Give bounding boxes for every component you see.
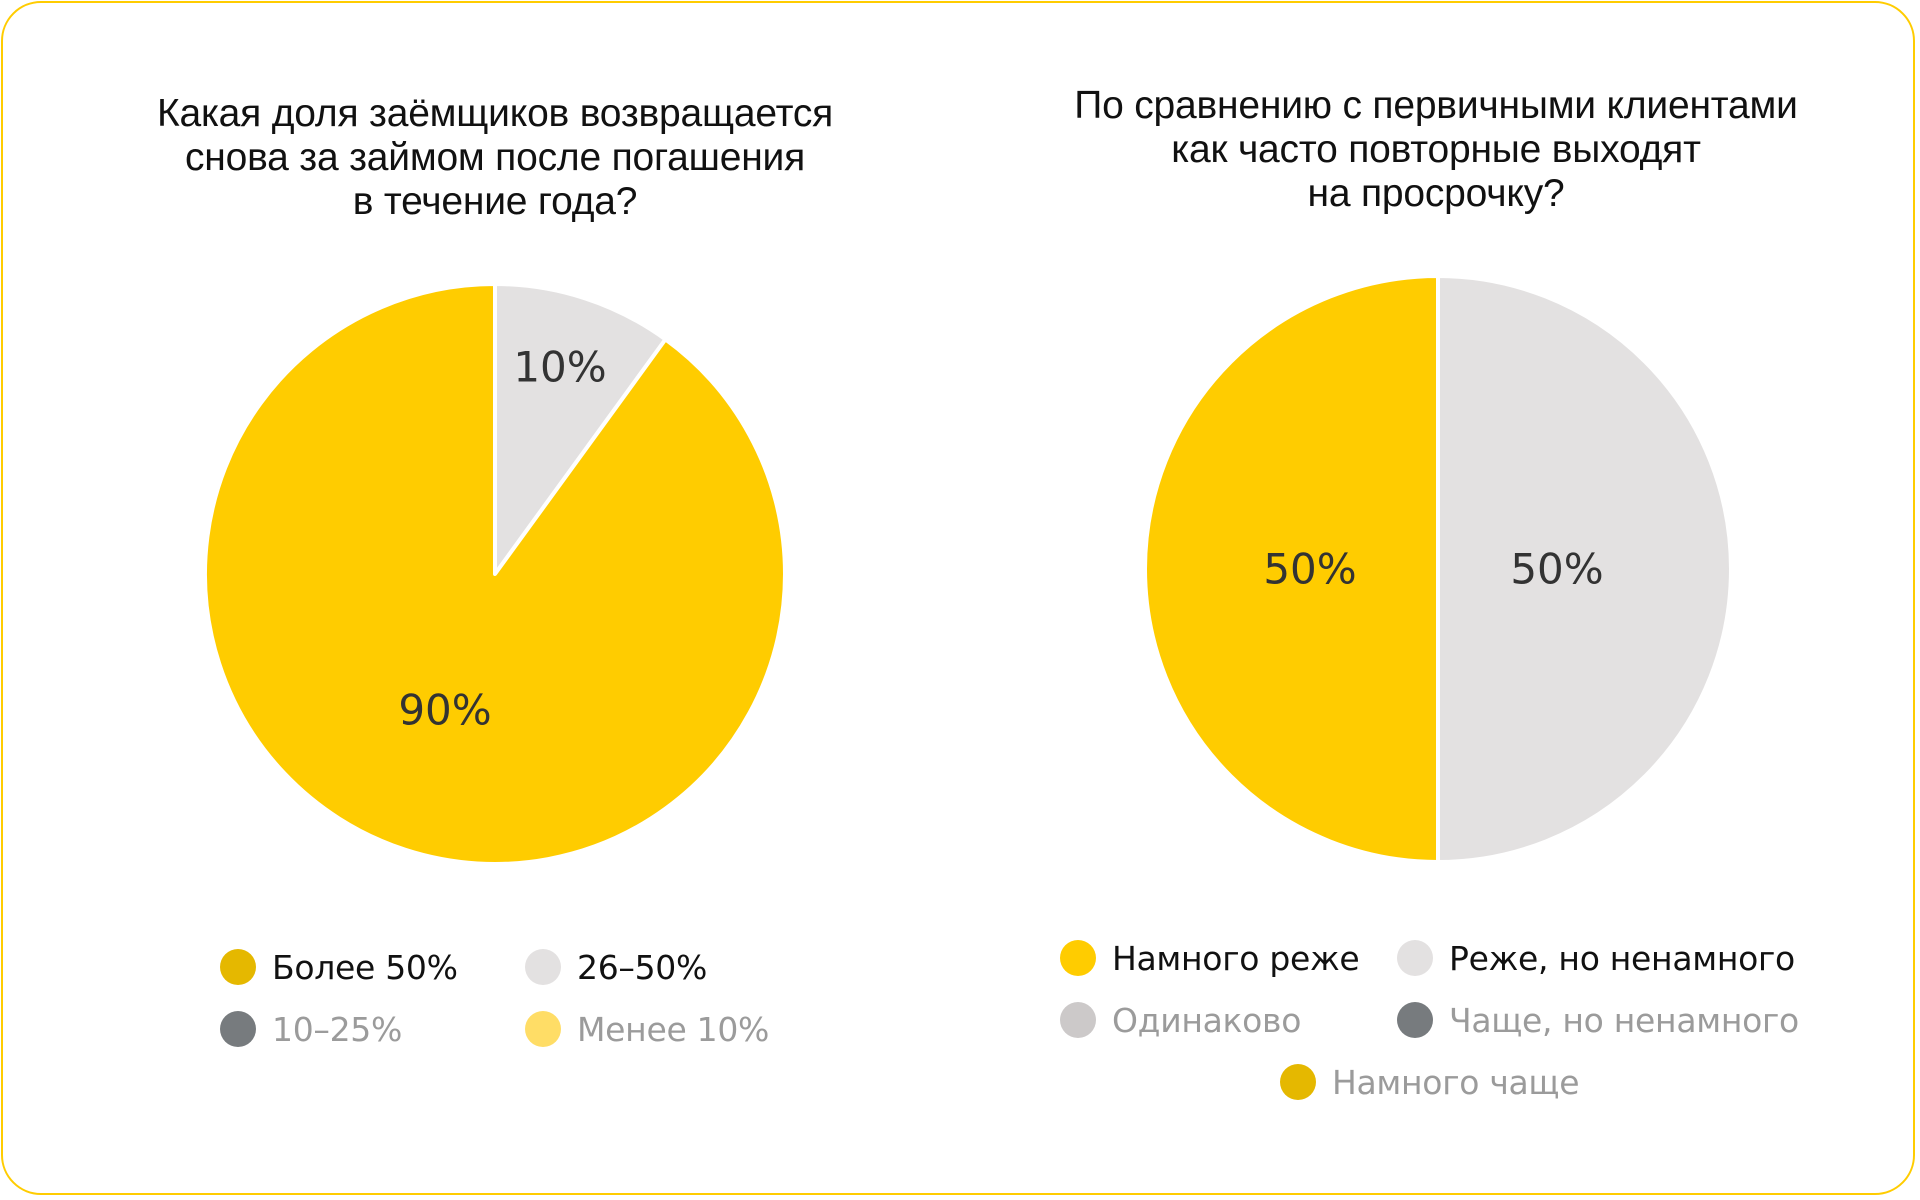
title-line: По сравнению с первичными клиентами [1074, 84, 1798, 127]
legend-label: 26–50% [577, 947, 708, 987]
legend-dot-icon [1397, 1002, 1433, 1038]
legend-item-much-more[interactable]: Намного чаще [1280, 1062, 1580, 1102]
slice-label-right-a: 50% [1263, 545, 1356, 594]
legend-item-more-slightly[interactable]: Чаще, но ненамного [1397, 1000, 1799, 1040]
title-line: на просрочку? [1307, 172, 1565, 215]
legend-dot-icon [1060, 940, 1096, 976]
chart-title-right: По сравнению с первичными клиентами как … [1036, 84, 1836, 216]
legend-item-same[interactable]: Одинаково [1060, 1000, 1301, 1040]
legend-label: Менее 10% [577, 1009, 770, 1049]
title-line: снова за займом после погашения [184, 136, 806, 179]
legend-label: Одинаково [1112, 1000, 1302, 1040]
title-line: Какая доля заёмщиков возвращается [156, 92, 834, 135]
legend-item-less-slightly[interactable]: Реже, но ненамного [1397, 938, 1795, 978]
legend-dot-icon [1397, 940, 1433, 976]
title-line: в течение года? [352, 180, 638, 223]
slice-label-left-90: 90% [398, 686, 491, 735]
title-line: как часто повторные выходят [1171, 128, 1701, 171]
legend-dot-icon [220, 949, 256, 985]
pie-chart-left [203, 282, 787, 866]
legend-dot-icon [1280, 1064, 1316, 1100]
slice-label-right-b: 50% [1510, 545, 1603, 594]
legend-item-10-25[interactable]: 10–25% [220, 1009, 402, 1049]
slice-label-left-10: 10% [513, 343, 606, 392]
legend-item-26-50[interactable]: 26–50% [525, 947, 707, 987]
legend-label: Чаще, но ненамного [1449, 1000, 1799, 1040]
pie-slice[interactable] [1143, 274, 1440, 864]
legend-label: Намного реже [1112, 938, 1360, 978]
legend-item-more-50[interactable]: Более 50% [220, 947, 458, 987]
pie-chart-right [1143, 274, 1733, 864]
legend-dot-icon [525, 1011, 561, 1047]
legend-label: 10–25% [272, 1009, 403, 1049]
pie-slice[interactable] [1436, 274, 1733, 864]
pie-slice[interactable] [203, 282, 787, 866]
legend-label: Более 50% [272, 947, 458, 987]
legend-dot-icon [1060, 1002, 1096, 1038]
legend-item-less-10[interactable]: Менее 10% [525, 1009, 769, 1049]
legend-label: Намного чаще [1332, 1062, 1580, 1102]
legend-dot-icon [525, 949, 561, 985]
legend-dot-icon [220, 1011, 256, 1047]
legend-label: Реже, но ненамного [1449, 938, 1795, 978]
pie-slice[interactable] [493, 282, 668, 576]
chart-title-left: Какая доля заёмщиков возвращается снова … [95, 92, 895, 224]
legend-item-much-less[interactable]: Намного реже [1060, 938, 1360, 978]
